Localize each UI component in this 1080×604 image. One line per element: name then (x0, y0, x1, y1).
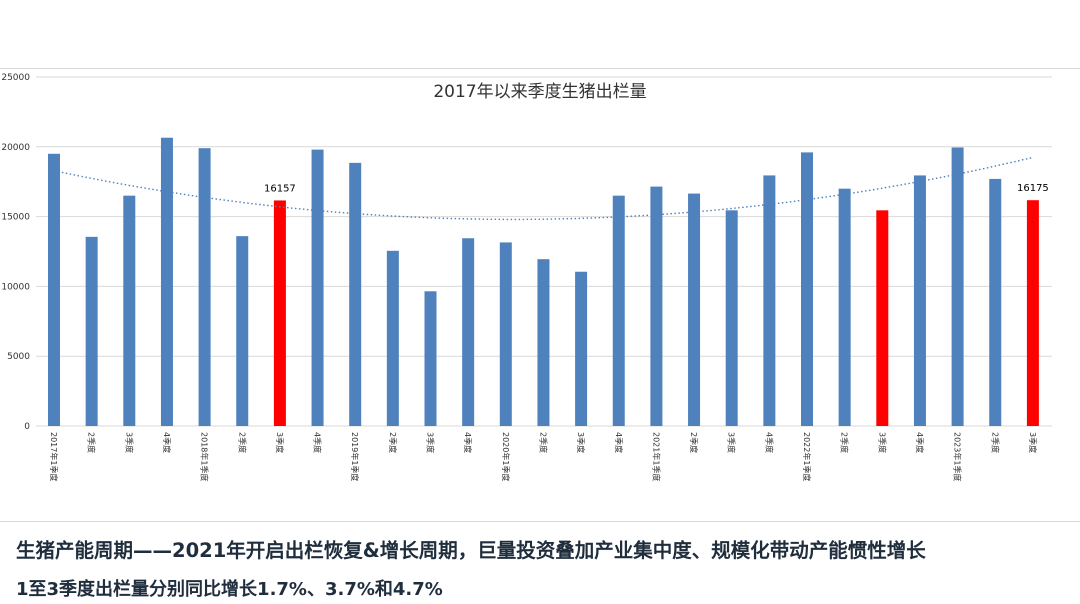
bar (85, 236, 98, 426)
bar (688, 193, 701, 426)
y-tick-label: 10000 (1, 282, 30, 292)
data-label: 16157 (264, 183, 296, 194)
x-tick-label: 3季度 (275, 432, 285, 453)
y-tick-label: 25000 (1, 73, 30, 83)
bar (763, 175, 776, 426)
data-labels: 16157 16175 (264, 183, 1049, 194)
y-tick-label: 15000 (1, 213, 30, 223)
bar-highlighted (273, 200, 286, 426)
x-tick-label: 3季度 (576, 432, 586, 453)
x-tick-label: 2季度 (990, 432, 1000, 453)
x-tick-label: 2019年1季度 (350, 432, 360, 481)
caption-sub: 1至3季度出栏量分别同比增长1.7%、3.7%和4.7% (16, 579, 443, 600)
bar (913, 175, 926, 426)
bar (462, 238, 475, 426)
bar (838, 188, 851, 426)
bar (951, 147, 964, 427)
x-tick-label: 3季度 (124, 432, 134, 453)
bars (48, 137, 1039, 427)
x-tick-label: 4季度 (463, 432, 473, 453)
bar-chart: 2017年以来季度生猪出栏量 0 5000 10000 15000 20000 25000… (1, 73, 1052, 481)
bar (499, 242, 512, 426)
x-tick-label: 2018年1季度 (200, 432, 210, 481)
bar (989, 178, 1002, 426)
bar (537, 259, 550, 426)
bar (236, 236, 249, 426)
x-tick-label: 2季度 (689, 432, 699, 453)
bar (311, 149, 324, 426)
x-tick-label: 3季度 (426, 432, 436, 453)
x-tick-label: 2021年1季度 (651, 432, 661, 481)
x-tick-label: 2季度 (87, 432, 97, 453)
bar (198, 148, 211, 427)
x-tick-label: 4季度 (614, 432, 624, 453)
bar (160, 137, 173, 426)
x-tick-label: 4季度 (162, 432, 172, 453)
bar (349, 162, 362, 426)
x-tick-label: 3季度 (1028, 432, 1038, 453)
y-axis-ticks: 0 5000 10000 15000 20000 25000 (1, 73, 30, 432)
trendline (53, 156, 1034, 221)
bar (650, 186, 663, 426)
x-tick-label: 4季度 (915, 432, 925, 453)
x-tick-label: 4季度 (764, 432, 774, 453)
x-tick-label: 2017年1季度 (49, 432, 59, 481)
y-tick-label: 5000 (7, 352, 30, 362)
chart-area: 2017年以来季度生猪出栏量 0 5000 10000 15000 20000 25000… (0, 68, 1080, 522)
bar (424, 291, 437, 426)
y-tick-label: 0 (24, 422, 30, 432)
x-tick-label: 2季度 (388, 432, 398, 453)
x-tick-label: 3季度 (727, 432, 737, 453)
bar (123, 195, 136, 426)
bar (801, 152, 813, 426)
bar (612, 195, 625, 426)
x-tick-label: 2季度 (840, 432, 850, 453)
x-tick-label: 4季度 (313, 432, 323, 453)
data-label: 16175 (1017, 183, 1049, 194)
x-tick-label: 2季度 (237, 432, 247, 453)
x-tick-label: 2023年1季度 (953, 432, 963, 481)
x-tick-label: 3季度 (877, 432, 887, 453)
x-axis-ticks: 2017年1季度 2季度 3季度 4季度 2018年1季度 2季度 3季度 4季度 2019年1… (49, 432, 1038, 481)
x-tick-label: 2季度 (538, 432, 548, 453)
chart-title: 2017年以来季度生猪出栏量 (433, 82, 646, 102)
bar-highlighted (1026, 200, 1039, 426)
bar-highlighted (876, 210, 889, 426)
bar (48, 153, 60, 426)
y-tick-label: 20000 (1, 143, 30, 153)
bar (575, 271, 588, 426)
x-tick-label: 2020年1季度 (501, 432, 511, 481)
bar (725, 210, 738, 426)
trendline-path (53, 156, 1034, 221)
caption-main: 生猪产能周期——2021年开启出栏恢复&增长周期，巨量投资叠加产业集中度、规模化… (16, 539, 926, 562)
x-tick-label: 2022年1季度 (802, 432, 812, 481)
bar (386, 250, 399, 426)
